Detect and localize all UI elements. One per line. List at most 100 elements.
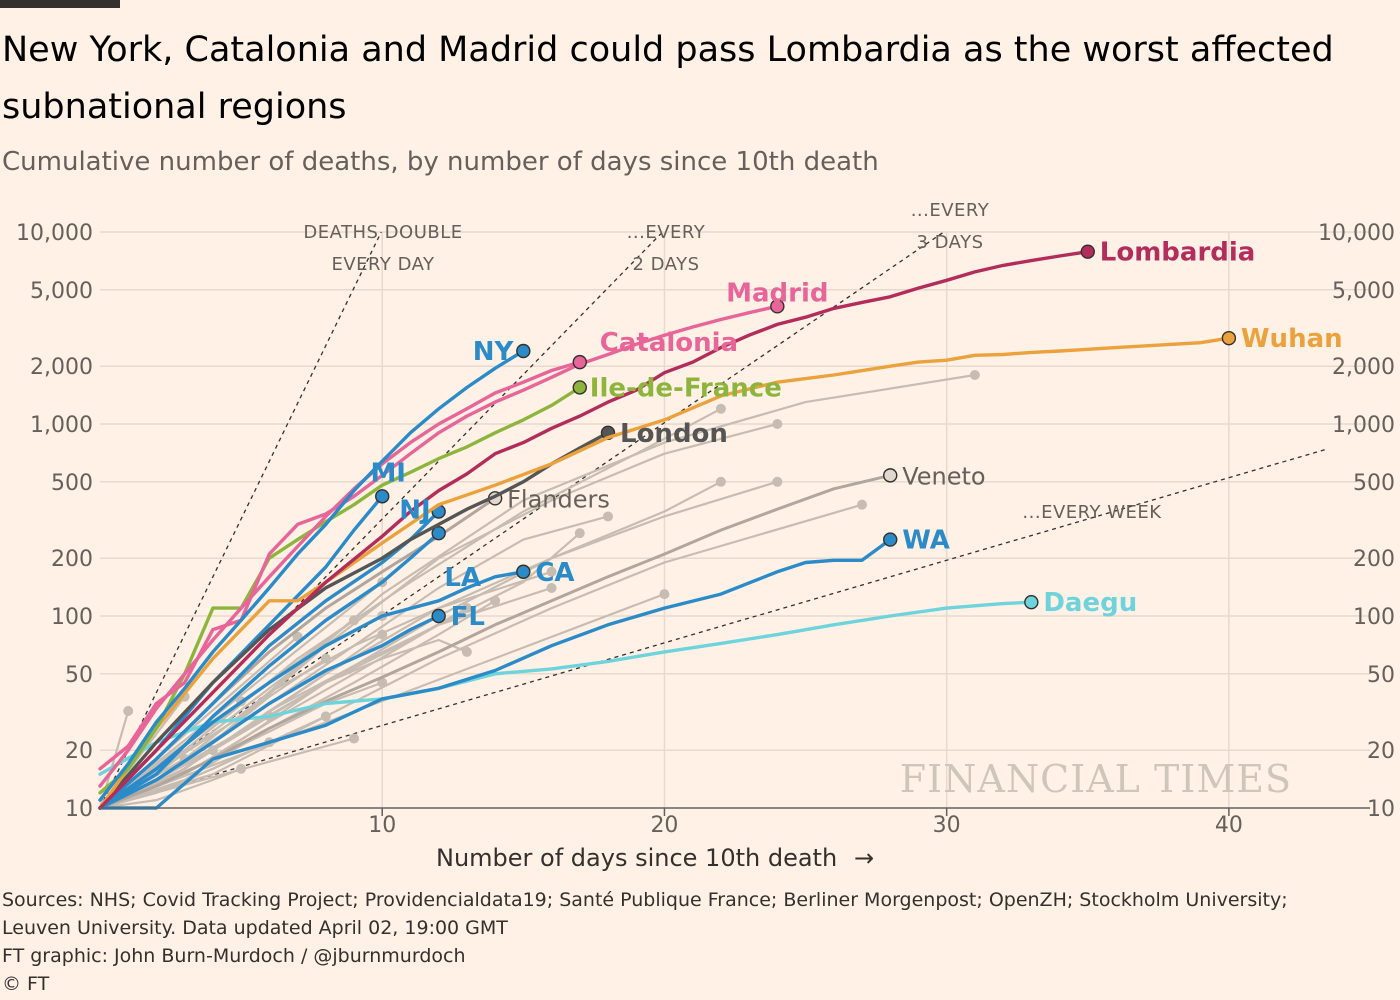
series-endpoint-wa	[883, 532, 898, 547]
background-series-line	[99, 581, 383, 809]
brand-bar	[0, 0, 120, 8]
series-line-wa	[98, 537, 892, 810]
sources-line-1: Sources: NHS; Covid Tracking Project; Pr…	[2, 889, 1288, 911]
series-endpoint-lombardia	[1080, 244, 1095, 259]
chart-subtitle: Cumulative number of deaths, by number o…	[2, 147, 879, 177]
series-label-nj: NJ	[399, 496, 430, 526]
x-axis-label: Number of days since 10th death	[436, 844, 837, 872]
y-tick-label-right: 50	[1367, 663, 1395, 688]
series-endpoint-mi	[375, 489, 390, 504]
background-series-line	[99, 407, 722, 809]
doubling-guide-label: ...EVERY	[911, 200, 990, 221]
background-series-line	[99, 532, 581, 810]
x-tick-label: 40	[1215, 813, 1243, 838]
background-series-endpoint	[969, 369, 980, 380]
series-endpoint-ca	[516, 564, 531, 579]
series-line-lombardia	[98, 250, 1090, 810]
background-series-endpoint	[349, 733, 359, 744]
background-series-line	[99, 593, 665, 810]
series-endpoint-la	[431, 525, 446, 541]
y-tick-label-left: 1,000	[30, 413, 93, 438]
series-label-ile-de-france: Ile-de-France	[590, 373, 782, 403]
y-tick-label-right: 100	[1353, 605, 1395, 630]
background-series-endpoint	[546, 566, 557, 577]
doubling-guide-label: ...EVERY	[627, 222, 706, 243]
series-label-ca: CA	[535, 558, 574, 588]
series-endpoint-ile-de-france	[572, 380, 587, 395]
background-series-line	[99, 737, 355, 810]
doubling-guide-label: EVERY DAY	[331, 254, 435, 275]
series-line-madrid	[98, 304, 779, 771]
series-endpoint-madrid	[770, 299, 785, 314]
series-line-veneto	[98, 473, 892, 810]
doubling-guide-line	[99, 231, 945, 809]
background-series-endpoint	[603, 511, 613, 522]
y-tick-label-left: 2,000	[30, 355, 93, 380]
chart-canvas: FINANCIAL TIMES DEATHS DOUBLE EVERY DAY..…	[16, 200, 1395, 872]
series-line-fl	[98, 614, 441, 810]
background-series-endpoint	[772, 476, 783, 487]
ft-watermark: FINANCIAL TIMES	[900, 757, 1292, 801]
series-line-daegu	[98, 600, 1033, 776]
y-tick-label-left: 500	[51, 471, 93, 496]
series-label-la: LA	[444, 563, 481, 593]
background-series-endpoint	[659, 589, 670, 600]
background-series-endpoint	[490, 595, 501, 606]
background-series-endpoint	[349, 615, 359, 626]
series-endpoint-daegu	[1024, 594, 1039, 610]
series-label-catalonia: Catalonia	[600, 328, 738, 358]
background-series-endpoint	[546, 582, 557, 593]
background-series-endpoint	[461, 646, 472, 657]
series-line-wuhan	[98, 336, 1231, 810]
series-label-wa: WA	[902, 526, 950, 556]
series-line-ny	[98, 349, 525, 802]
x-tick-label: 10	[368, 813, 396, 838]
series-endpoint-fl	[431, 608, 446, 624]
doubling-guide-line	[99, 231, 663, 809]
background-series-endpoint	[715, 476, 726, 487]
x-tick-label: 20	[650, 813, 678, 838]
series-line-ile-de-france	[98, 385, 582, 795]
background-series-endpoint	[123, 706, 134, 717]
x-axis-arrow: →	[854, 844, 874, 872]
series-endpoint-veneto	[883, 468, 898, 483]
background-series-endpoint	[377, 629, 388, 640]
background-series-line	[99, 373, 976, 809]
y-tick-label-right: 20	[1367, 739, 1395, 764]
background-series-endpoint	[377, 677, 388, 688]
doubling-guide-label: ...EVERY WEEK	[1022, 502, 1162, 523]
background-series-line	[99, 586, 552, 809]
background-series-endpoint	[320, 653, 331, 664]
background-series-endpoint	[461, 603, 472, 614]
x-tick-label: 30	[933, 813, 961, 838]
chart-title: New York, Catalonia and Madrid could pas…	[2, 30, 1334, 127]
series-label-mi: MI	[370, 458, 406, 488]
y-tick-label-right: 10,000	[1318, 221, 1395, 246]
series-label-ny: NY	[473, 337, 515, 367]
background-series-endpoint	[574, 528, 585, 539]
series-label-lombardia: Lombardia	[1100, 238, 1256, 268]
series-label-veneto: Veneto	[902, 462, 985, 490]
series-label-fl: FL	[451, 602, 485, 632]
y-tick-label-left: 5,000	[30, 279, 93, 304]
background-series-endpoint	[207, 745, 218, 756]
y-tick-label-right: 500	[1353, 471, 1395, 496]
doubling-guide-line	[99, 448, 1328, 809]
series-endpoint-catalonia	[572, 354, 587, 370]
series-line-la	[98, 531, 441, 810]
copyright: © FT	[2, 973, 50, 995]
series-endpoint-wuhan	[1221, 330, 1237, 346]
y-tick-label-left: 10	[65, 797, 93, 822]
background-series-line	[99, 503, 863, 810]
y-tick-label-left: 20	[65, 739, 93, 764]
series-line-catalonia	[98, 360, 582, 788]
y-tick-label-right: 1,000	[1332, 413, 1395, 438]
doubling-guide-label: 2 DAYS	[632, 254, 699, 275]
series-label-flanders: Flanders	[507, 485, 610, 513]
sources-line-2: Leuven University. Data updated April 02…	[2, 917, 508, 939]
doubling-guide-label: 3 DAYS	[916, 232, 983, 253]
y-tick-label-right: 200	[1353, 547, 1395, 572]
y-tick-label-right: 10	[1367, 797, 1395, 822]
background-series-endpoint	[772, 419, 783, 429]
y-tick-label-right: 5,000	[1332, 279, 1395, 304]
